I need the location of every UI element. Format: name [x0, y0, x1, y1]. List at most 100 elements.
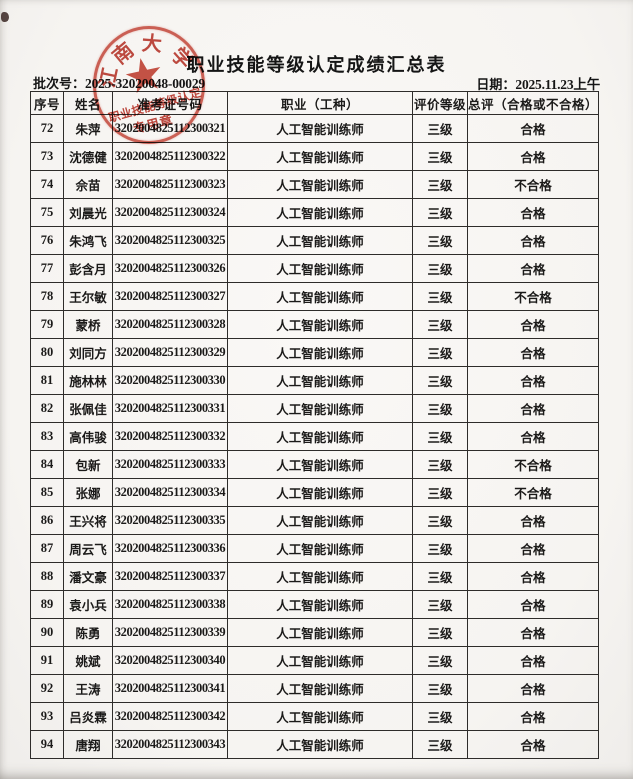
cell-name: 王涛: [63, 674, 113, 703]
date-value: 2025.11.23上午: [515, 77, 600, 92]
date-label: 日期：: [476, 77, 516, 92]
cell-occupation: 人工智能训练师: [227, 366, 413, 395]
cell-name: 陈勇: [63, 618, 113, 647]
cell-occupation: 人工智能训练师: [227, 506, 413, 535]
table-row: 86 王兴将 3202004825112300335 人工智能训练师 三级 合格: [30, 506, 599, 535]
table-row: 82 张佩佳 3202004825112300331 人工智能训练师 三级 合格: [30, 394, 599, 423]
table-row: 91 姚斌 3202004825112300340 人工智能训练师 三级 合格: [30, 646, 599, 675]
cell-occupation: 人工智能训练师: [227, 730, 413, 759]
cell-occupation: 人工智能训练师: [227, 226, 413, 255]
cell-level: 三级: [412, 562, 468, 591]
cell-name: 张佩佳: [63, 394, 113, 423]
cell-seq: 79: [30, 310, 64, 339]
header-occupation: 职业（工种）: [227, 91, 413, 115]
cell-level: 三级: [412, 226, 468, 255]
cell-exam-id: 3202004825112300338: [112, 590, 228, 619]
cell-name: 高伟骏: [63, 422, 113, 451]
cell-exam-id: 3202004825112300339: [112, 618, 228, 647]
table-row: 94 唐翔 3202004825112300343 人工智能训练师 三级 合格: [30, 730, 599, 759]
cell-result: 不合格: [467, 450, 599, 479]
cell-exam-id: 3202004825112300332: [112, 422, 228, 451]
cell-exam-id: 3202004825112300326: [112, 254, 228, 283]
cell-result: 合格: [467, 422, 599, 451]
cell-exam-id: 3202004825112300322: [112, 142, 228, 171]
cell-name: 唐翔: [63, 730, 113, 759]
cell-occupation: 人工智能训练师: [227, 534, 413, 563]
cell-result: 合格: [467, 114, 599, 143]
table-row: 80 刘同方 3202004825112300329 人工智能训练师 三级 合格: [30, 338, 599, 367]
cell-seq: 90: [30, 618, 64, 647]
cell-name: 彭含月: [63, 254, 113, 283]
cell-exam-id: 3202004825112300342: [112, 702, 228, 731]
cell-name: 王兴将: [63, 506, 113, 535]
cell-level: 三级: [412, 506, 468, 535]
cell-level: 三级: [412, 618, 468, 647]
table-row: 83 高伟骏 3202004825112300332 人工智能训练师 三级 合格: [30, 422, 599, 451]
header-exam-id: 准考证号码: [112, 91, 228, 115]
cell-result: 合格: [467, 338, 599, 367]
table-body: 72 朱萍 3202004825112300321 人工智能训练师 三级 合格 73 沈德健 3…: [30, 114, 599, 759]
cell-result: 不合格: [467, 282, 599, 311]
header-result: 总评（合格或不合格）: [467, 91, 599, 115]
cell-exam-id: 3202004825112300341: [112, 674, 228, 703]
cell-occupation: 人工智能训练师: [227, 450, 413, 479]
cell-result: 合格: [467, 506, 599, 535]
date: 日期：2025.11.23上午: [476, 73, 600, 93]
cell-level: 三级: [412, 282, 468, 311]
cell-level: 三级: [412, 310, 468, 339]
cell-exam-id: 3202004825112300336: [112, 534, 228, 563]
cell-occupation: 人工智能训练师: [227, 674, 413, 703]
cell-seq: 76: [30, 226, 64, 255]
cell-seq: 94: [30, 730, 64, 759]
cell-result: 不合格: [467, 478, 599, 507]
cell-seq: 75: [30, 198, 64, 227]
cell-exam-id: 3202004825112300328: [112, 310, 228, 339]
cell-seq: 81: [30, 366, 64, 395]
cell-result: 不合格: [467, 170, 599, 199]
cell-exam-id: 3202004825112300340: [112, 646, 228, 675]
cell-name: 吕炎霖: [63, 702, 113, 731]
table-row: 74 佘苗 3202004825112300323 人工智能训练师 三级 不合格: [30, 170, 599, 199]
cell-level: 三级: [412, 674, 468, 703]
cell-seq: 84: [30, 450, 64, 479]
cell-seq: 83: [30, 422, 64, 451]
cell-name: 周云飞: [63, 534, 113, 563]
cell-occupation: 人工智能训练师: [227, 478, 413, 507]
cell-occupation: 人工智能训练师: [227, 422, 413, 451]
cell-exam-id: 3202004825112300343: [112, 730, 228, 759]
cell-exam-id: 3202004825112300325: [112, 226, 228, 255]
table-row: 84 包新 3202004825112300333 人工智能训练师 三级 不合格: [30, 450, 599, 479]
cell-occupation: 人工智能训练师: [227, 170, 413, 199]
scan-speck-artifact: [1, 12, 9, 22]
cell-seq: 72: [30, 114, 64, 143]
cell-exam-id: 3202004825112300327: [112, 282, 228, 311]
table-row: 79 蒙桥 3202004825112300328 人工智能训练师 三级 合格: [30, 310, 599, 339]
cell-result: 合格: [467, 534, 599, 563]
cell-exam-id: 3202004825112300333: [112, 450, 228, 479]
batch-value: 2025-32020048-00029: [85, 76, 205, 91]
cell-result: 合格: [467, 142, 599, 171]
cell-occupation: 人工智能训练师: [227, 338, 413, 367]
page-title: 职业技能等级认定成绩汇总表: [186, 55, 447, 75]
cell-seq: 78: [30, 282, 64, 311]
cell-name: 袁小兵: [63, 590, 113, 619]
table-row: 87 周云飞 3202004825112300336 人工智能训练师 三级 合格: [30, 534, 599, 563]
cell-occupation: 人工智能训练师: [227, 310, 413, 339]
cell-result: 合格: [467, 674, 599, 703]
cell-level: 三级: [412, 478, 468, 507]
cell-exam-id: 3202004825112300323: [112, 170, 228, 199]
header-seq: 序号: [30, 91, 64, 115]
cell-exam-id: 3202004825112300334: [112, 478, 228, 507]
cell-level: 三级: [412, 142, 468, 171]
cell-result: 合格: [467, 366, 599, 395]
cell-result: 合格: [467, 562, 599, 591]
cell-name: 朱萍: [63, 114, 113, 143]
cell-name: 刘晨光: [63, 198, 113, 227]
cell-level: 三级: [412, 114, 468, 143]
cell-exam-id: 3202004825112300335: [112, 506, 228, 535]
cell-occupation: 人工智能训练师: [227, 142, 413, 171]
cell-seq: 93: [30, 702, 64, 731]
cell-seq: 82: [30, 394, 64, 423]
table-row: 90 陈勇 3202004825112300339 人工智能训练师 三级 合格: [30, 618, 599, 647]
cell-level: 三级: [412, 422, 468, 451]
